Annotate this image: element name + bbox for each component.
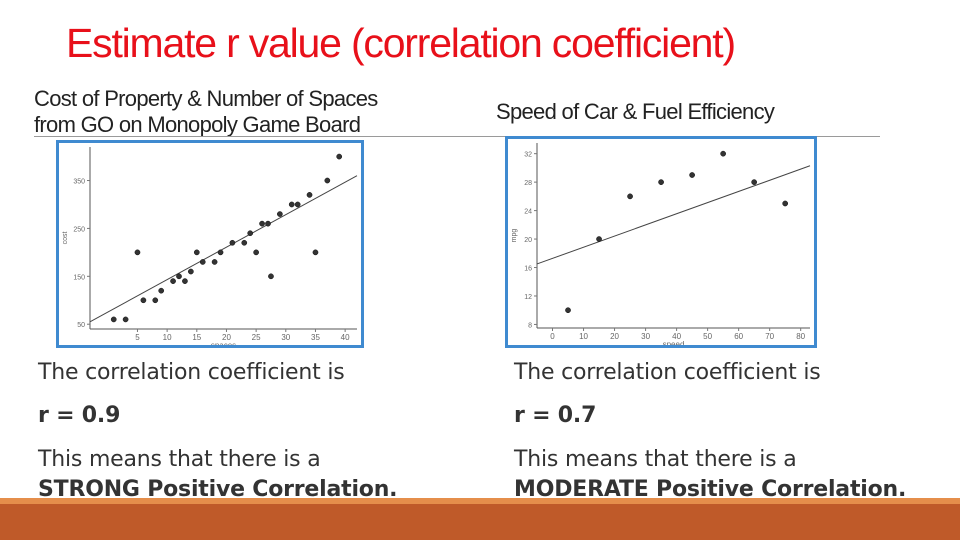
data-point — [277, 211, 283, 217]
data-point — [188, 268, 194, 275]
y-tick-label: 16 — [524, 266, 532, 273]
data-point — [176, 273, 182, 280]
data-point — [241, 239, 248, 246]
data-point — [565, 307, 571, 314]
x-tick-label: 10 — [579, 332, 588, 341]
y-tick-label: 50 — [77, 322, 85, 329]
data-point — [217, 249, 224, 256]
x-tick-label: 40 — [341, 333, 350, 342]
x-tick-label: 60 — [734, 332, 743, 341]
data-point — [658, 179, 664, 185]
x-axis-label: speed — [663, 340, 685, 345]
x-tick-label: 10 — [163, 333, 172, 342]
left-subtitle-line2: from GO on Monopoly Game Board — [34, 112, 361, 137]
left-scatter-chart: 5 10 15 20 25 30 35 40 50 150 250 350 spaces cost — [62, 147, 358, 345]
trend-line — [89, 175, 358, 323]
right-chart-frame: 0 10 20 30 40 50 60 70 80 8 12 16 20 24 28 32 speed mpg — [505, 136, 817, 348]
data-point — [199, 259, 206, 265]
right-chart-subtitle: Speed of Car & Fuel Efficiency — [496, 99, 775, 124]
right-means: This means that there is a — [514, 447, 797, 472]
left-r-value: r = 0.9 — [38, 403, 121, 428]
slide-title: Estimate r value (correlation coefficien… — [66, 20, 736, 66]
x-tick-label: 0 — [550, 332, 555, 341]
data-point — [211, 259, 218, 265]
x-tick-label: 25 — [252, 333, 261, 342]
x-tick-label: 15 — [192, 333, 201, 342]
data-point — [720, 150, 726, 157]
x-tick-label: 80 — [796, 332, 805, 341]
left-means: This means that there is a — [38, 447, 321, 472]
subtitle-divider — [34, 136, 880, 137]
data-point — [170, 278, 176, 284]
y-tick-label: 24 — [524, 209, 532, 216]
y-tick-label: 20 — [524, 237, 532, 244]
data-point — [751, 179, 758, 185]
data-point — [596, 236, 602, 242]
y-tick-label: 8 — [528, 322, 532, 329]
data-point — [259, 220, 265, 227]
y-tick-label: 28 — [524, 180, 532, 187]
x-tick-label: 40 — [672, 332, 681, 341]
data-point — [324, 177, 331, 184]
x-tick-label: 30 — [281, 333, 290, 342]
data-point — [265, 220, 271, 227]
left-chart-subtitle: Cost of Property & Number of Spaces from… — [34, 86, 378, 138]
data-point — [782, 200, 789, 207]
data-point — [294, 201, 301, 208]
x-tick-label: 70 — [765, 332, 774, 341]
x-tick-label: 30 — [641, 332, 650, 341]
left-conclusion: STRONG Positive Correlation. — [38, 477, 398, 502]
data-point — [152, 297, 159, 304]
data-point — [247, 230, 254, 237]
x-tick-label: 20 — [610, 332, 619, 341]
data-point — [268, 273, 274, 280]
right-statement: The correlation coefficient is — [514, 360, 821, 385]
data-point — [229, 239, 236, 246]
data-point — [689, 172, 695, 178]
data-point — [312, 249, 319, 256]
data-point — [140, 297, 147, 304]
right-scatter-chart: 0 10 20 30 40 50 60 70 80 8 12 16 20 24 28 32 speed mpg — [511, 143, 811, 345]
data-point — [253, 249, 259, 256]
right-conclusion: MODERATE Positive Correlation. — [514, 477, 907, 502]
x-tick-label: 5 — [135, 333, 140, 342]
data-point — [158, 287, 165, 294]
x-tick-label: 35 — [311, 333, 320, 342]
y-tick-label: 350 — [73, 179, 85, 186]
left-statement: The correlation coefficient is — [38, 360, 345, 385]
x-axis-label: spaces — [211, 341, 236, 345]
data-point — [336, 153, 343, 160]
x-tick-label: 20 — [222, 333, 231, 342]
data-point — [134, 249, 141, 256]
data-point — [182, 278, 188, 284]
y-tick-label: 12 — [524, 294, 532, 301]
footer-bar — [0, 498, 960, 540]
data-point — [193, 249, 200, 256]
data-point — [306, 192, 313, 198]
left-chart-frame: 5 10 15 20 25 30 35 40 50 150 250 350 spaces cost — [56, 140, 364, 348]
left-subtitle-line1: Cost of Property & Number of Spaces — [34, 86, 378, 111]
trend-line — [536, 165, 811, 265]
y-tick-label: 150 — [73, 274, 85, 281]
data-point — [122, 316, 129, 323]
y-axis-label: cost — [62, 232, 69, 245]
y-axis-label: mpg — [511, 229, 518, 243]
data-point — [627, 193, 633, 200]
y-tick-label: 32 — [524, 152, 532, 159]
data-point — [110, 316, 117, 323]
right-r-value: r = 0.7 — [514, 403, 597, 428]
x-tick-label: 50 — [703, 332, 712, 341]
data-point — [288, 201, 295, 208]
y-tick-label: 250 — [73, 226, 85, 233]
